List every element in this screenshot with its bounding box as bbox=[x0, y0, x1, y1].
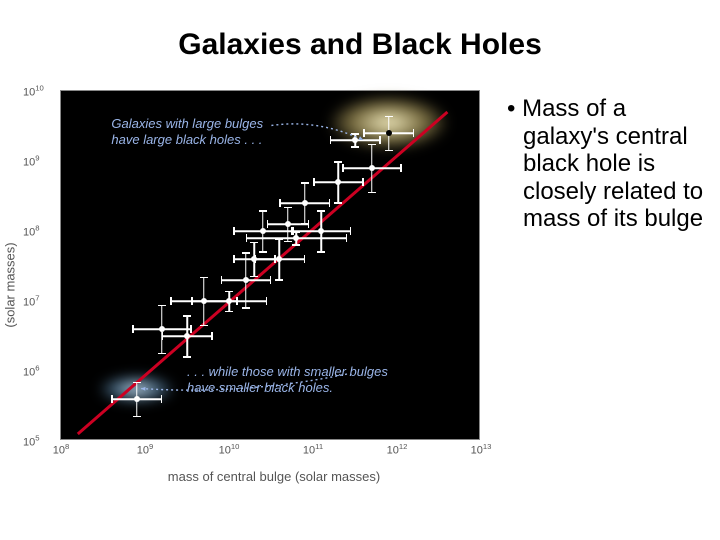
x-tick-label: 1012 bbox=[387, 442, 408, 457]
annotation-top: Galaxies with large bulgeshave large bla… bbox=[111, 116, 263, 149]
y-tick-label: 1010 bbox=[23, 84, 44, 99]
y-tick-label: 105 bbox=[23, 434, 40, 449]
chart: central black hole mass (solar masses) 1… bbox=[10, 90, 490, 480]
y-axis-label: central black hole mass (solar masses) bbox=[0, 217, 18, 353]
y-tick-label: 108 bbox=[23, 224, 40, 239]
x-tick-label: 1011 bbox=[303, 442, 323, 457]
x-tick-label: 1013 bbox=[471, 442, 492, 457]
plot-background: 1051061071081091010108109101010111012101… bbox=[60, 90, 480, 440]
x-tick-label: 1010 bbox=[219, 442, 240, 457]
plot-area: 1051061071081091010108109101010111012101… bbox=[60, 90, 480, 440]
x-axis-label: mass of central bulge (solar masses) bbox=[168, 469, 380, 484]
y-tick-label: 106 bbox=[23, 364, 40, 379]
y-tick-label: 107 bbox=[23, 294, 40, 309]
x-tick-label: 109 bbox=[137, 442, 154, 457]
bullet-item: Mass of a galaxy's central black hole is… bbox=[523, 95, 715, 233]
y-tick-label: 109 bbox=[23, 154, 40, 169]
page-title: Galaxies and Black Holes bbox=[0, 28, 720, 62]
annotation-bottom: . . . while those with smaller bulgeshav… bbox=[187, 364, 388, 397]
x-tick-label: 108 bbox=[53, 442, 70, 457]
bullet-text-block: Mass of a galaxy's central black hole is… bbox=[505, 95, 715, 233]
